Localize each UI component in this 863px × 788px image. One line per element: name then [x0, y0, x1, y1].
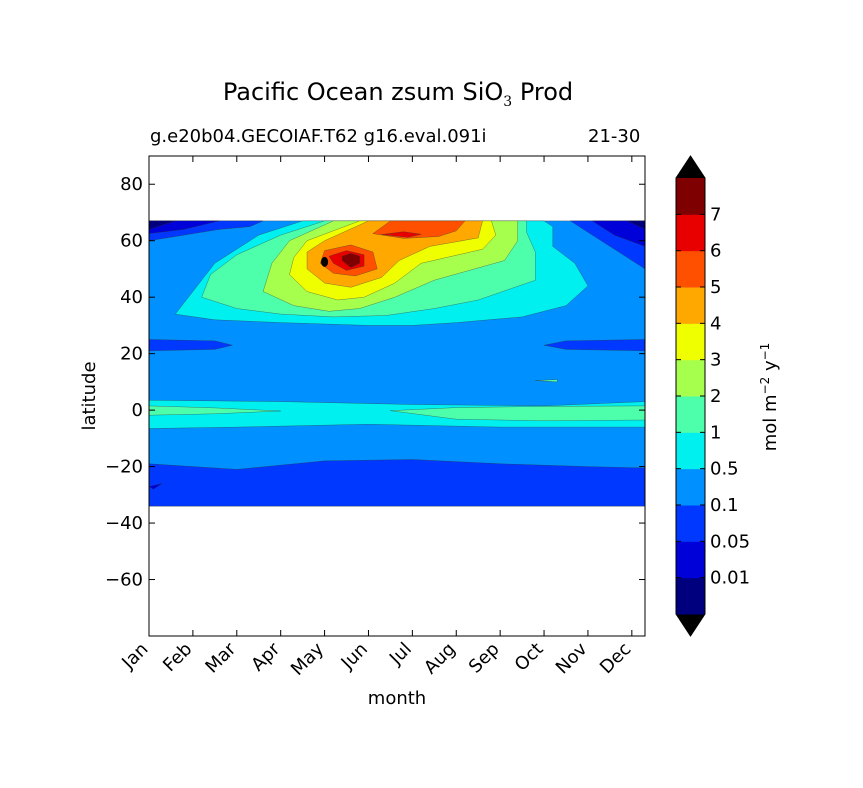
colorbar-swatch	[676, 468, 705, 506]
x-tick-label: Feb	[159, 639, 196, 676]
x-tick-label: Nov	[552, 638, 592, 678]
x-tick-label: Dec	[596, 639, 635, 678]
colorbar-tick-label: 6	[710, 241, 721, 262]
contour-peak-max	[341, 253, 360, 268]
x-axis-label: month	[368, 688, 426, 709]
colorbar-tick-label: 0.05	[710, 531, 750, 552]
colorbar-tick-label: 0.5	[710, 459, 739, 480]
colorbar-swatch	[676, 287, 705, 324]
colorbar-swatch	[676, 432, 705, 470]
contour-10n-patch	[535, 379, 558, 383]
plot-frame	[148, 155, 646, 637]
run-name: g.e20b04.GECOIAF.T62 g16.eval.091i	[150, 126, 487, 147]
y-tick-label: −40	[105, 513, 143, 534]
colorbar-tick-label: 7	[710, 204, 721, 225]
y-tick-label: −20	[105, 457, 143, 478]
colorbar: 0.01 0.05 0.1 0.5 1 2 3 4 5 6 7 mol m−2 y−1	[675, 155, 781, 637]
colorbar-swatch	[676, 541, 705, 579]
colorbar-tick-label: 3	[710, 350, 721, 371]
colorbar-tick-label: 0.01	[710, 568, 750, 589]
contour-fill	[148, 220, 646, 507]
colorbar-tick-label: 0.1	[710, 495, 739, 516]
x-tick-label: Apr	[247, 638, 284, 675]
chart-title: Pacific Ocean zsum SiO3 Prod	[0, 78, 796, 110]
colorbar-swatch	[676, 577, 705, 615]
y-tick-label: −60	[105, 570, 143, 591]
colorbar-under-arrow	[676, 614, 705, 636]
colorbar-tick-label: 4	[710, 313, 721, 334]
colorbar-swatch	[676, 323, 705, 361]
chart-title-tail: Prod	[512, 78, 574, 106]
x-tick-label: Aug	[420, 639, 460, 679]
x-tick-label: May	[287, 638, 328, 679]
colorbar-tick-label: 1	[710, 422, 721, 443]
chart-title-text: Pacific Ocean zsum SiO	[222, 78, 504, 106]
colorbar-label: mol m−2 y−1	[758, 343, 781, 452]
y-tick-label: 0	[132, 400, 143, 421]
x-tick-label: Jul	[385, 639, 416, 670]
colorbar-swatch	[676, 396, 705, 433]
chart-title-subscript: 3	[503, 93, 513, 110]
colorbar-swatch	[676, 505, 705, 542]
x-tick-label: Jun	[337, 639, 372, 674]
x-tick-label: Oct	[511, 639, 548, 676]
colorbar-tick-label: 5	[710, 277, 721, 298]
colorbar-swatch	[676, 214, 705, 252]
y-tick-label: 20	[120, 344, 143, 365]
x-tick-label: Sep	[465, 639, 504, 678]
colorbar-swatch	[676, 178, 705, 215]
contour-south-patch	[148, 483, 163, 490]
x-tick-label: Jan	[117, 639, 152, 674]
contour-south-minimum	[148, 459, 646, 507]
colorbar-swatch	[676, 250, 705, 288]
contour-peak-under	[321, 256, 329, 267]
x-tick-label: Mar	[201, 638, 240, 677]
colorbar-swatch	[676, 359, 705, 397]
contour-jun-6to7	[381, 231, 422, 238]
colorbar-over-arrow	[676, 156, 705, 178]
year-range: 21-30	[588, 126, 641, 147]
y-tick-label: 80	[120, 174, 143, 195]
colorbar-outline	[675, 155, 706, 637]
y-tick-label: 40	[120, 287, 143, 308]
y-axis-label: latitude	[79, 361, 100, 430]
y-tick-label: 60	[120, 231, 143, 252]
colorbar-tick-label: 2	[710, 386, 721, 407]
